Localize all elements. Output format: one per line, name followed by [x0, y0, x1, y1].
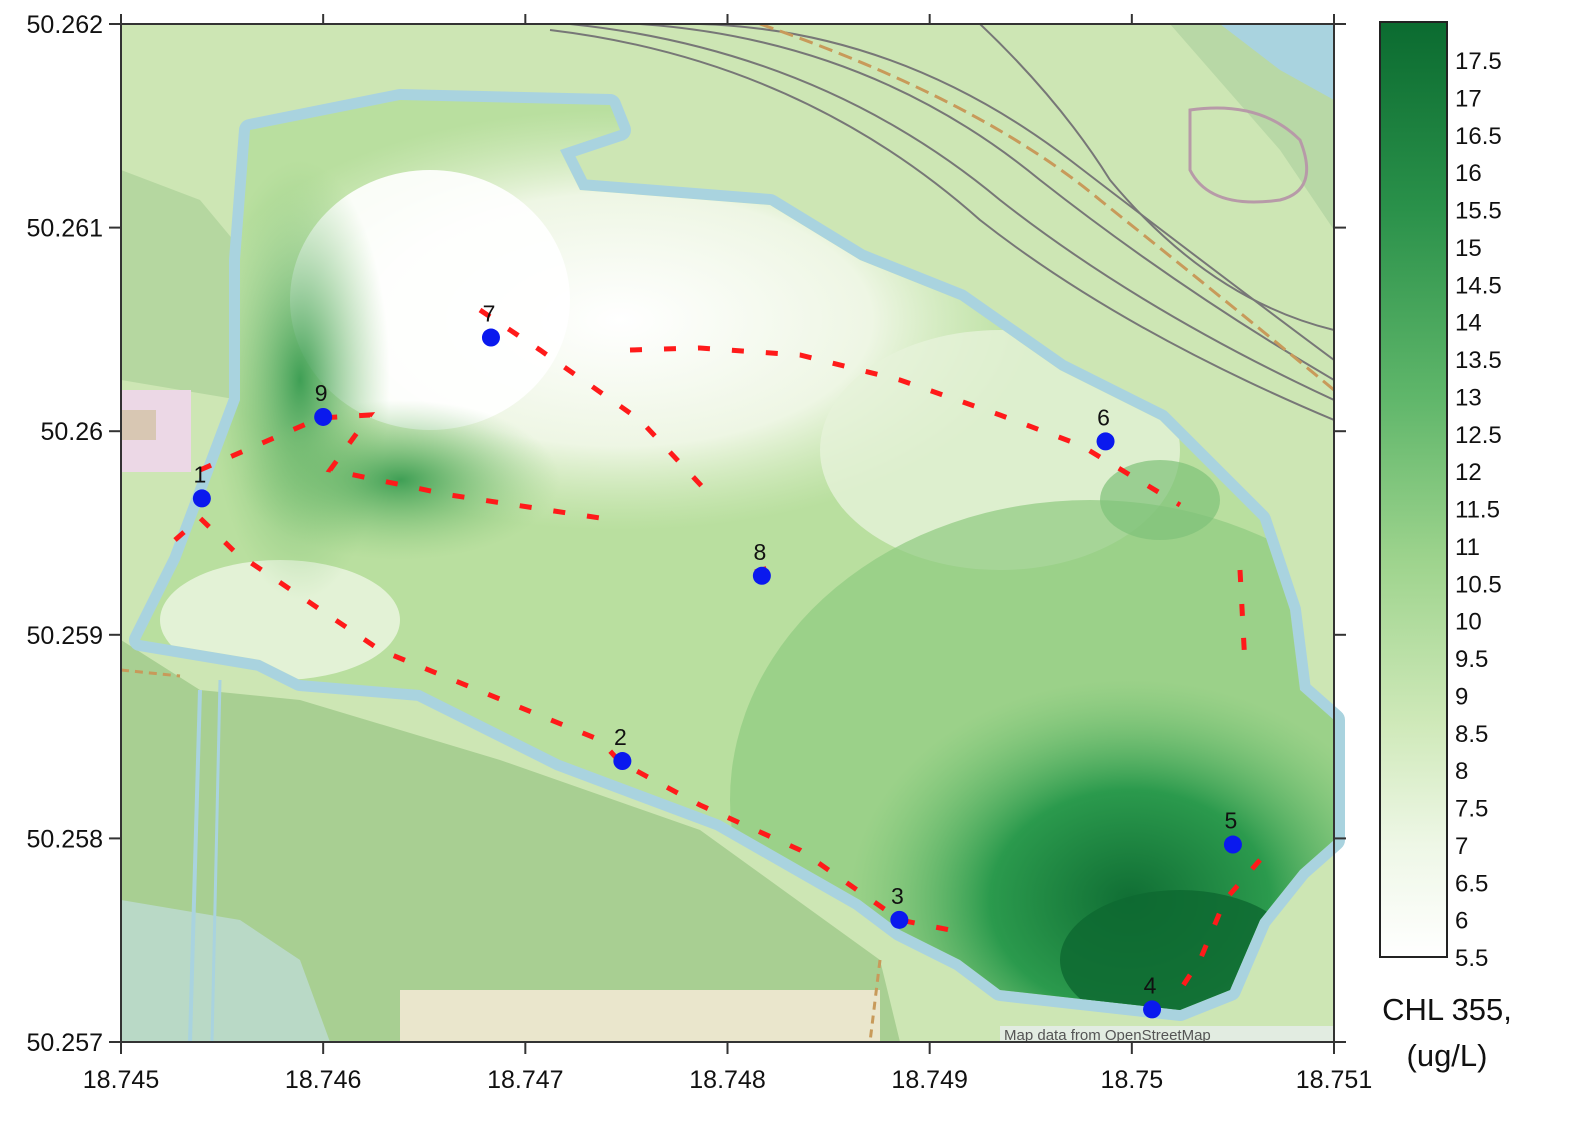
colorbar-label: 11.5 [1455, 497, 1500, 524]
colorbar-label: 13.5 [1455, 347, 1502, 374]
colorbar-label: 17.5 [1455, 48, 1502, 75]
colorbar-label: 12 [1455, 459, 1482, 486]
colorbar-title-line2: (ug/L) [1407, 1038, 1488, 1073]
x-tick-label: 18.745 [83, 1066, 159, 1094]
sampling-point-label-7: 7 [483, 301, 496, 327]
sampling-point-1[interactable] [192, 489, 211, 508]
map-attribution: Map data from OpenStreetMap [1004, 1027, 1211, 1044]
colorbar-label: 16 [1455, 160, 1482, 187]
colorbar-labels: 17.5 17 16.5 16 15.5 15 14.5 14 13.5 13 12.5 12 11.5… [1455, 48, 1502, 972]
colorbar-title-line1: CHL 355, [1382, 992, 1512, 1027]
colorbar-label: 6 [1455, 908, 1468, 935]
sampling-point-label-2: 2 [614, 724, 627, 750]
y-tick-label: 50.258 [27, 825, 103, 853]
x-tick-label: 18.747 [487, 1066, 563, 1094]
y-axis: 50.262 50.261 50.26 50.259 50.258 50.257 [27, 11, 1346, 1057]
railway-lines [549, 24, 1334, 421]
colorbar-label: 5.5 [1455, 945, 1488, 972]
y-tick-label: 50.26 [40, 418, 103, 446]
sampling-point-8[interactable] [752, 566, 771, 585]
colorbar-label: 6.5 [1455, 870, 1488, 897]
x-tick-label: 18.75 [1101, 1066, 1164, 1094]
x-tick-label: 18.748 [689, 1066, 765, 1094]
colorbar-label: 10.5 [1455, 571, 1502, 598]
colorbar-label: 9.5 [1455, 646, 1488, 673]
colorbar-label: 12.5 [1455, 422, 1502, 449]
colorbar: 17.5 17 16.5 16 15.5 15 14.5 14 13.5 13 12.5 12 11.5… [1379, 21, 1512, 1073]
sampling-track [173, 307, 1262, 992]
sampling-point-label-1: 1 [193, 461, 206, 487]
x-tick-label: 18.746 [285, 1066, 361, 1094]
colorbar-label: 8 [1455, 758, 1468, 785]
sampling-point-label-4: 4 [1144, 972, 1157, 998]
colorbar-label: 14 [1455, 310, 1482, 337]
colorbar-label: 13 [1455, 384, 1482, 411]
dashed-road [759, 24, 1334, 392]
sampling-point-label-5: 5 [1225, 808, 1238, 834]
colorbar-label: 15.5 [1455, 198, 1502, 225]
colorbar-label: 7 [1455, 833, 1468, 860]
colorbar-label: 17 [1455, 85, 1482, 112]
sampling-point-label-8: 8 [753, 539, 766, 565]
colorbar-gradient [1379, 21, 1448, 958]
sampling-point-label-9: 9 [315, 380, 328, 406]
colorbar-label: 9 [1455, 683, 1468, 710]
colorbar-label: 10 [1455, 609, 1482, 636]
colorbar-label: 16.5 [1455, 123, 1502, 150]
colorbar-label: 7.5 [1455, 796, 1488, 823]
sampling-points: 1 2 3 4 5 6 7 8 9 [192, 301, 1242, 1019]
y-tick-label: 50.262 [27, 11, 103, 39]
sampling-point-2[interactable] [613, 752, 632, 771]
y-tick-label: 50.259 [27, 622, 103, 650]
colorbar-label: 8.5 [1455, 721, 1488, 748]
y-tick-label: 50.257 [27, 1029, 103, 1057]
sampling-point-5[interactable] [1223, 835, 1242, 854]
sampling-point-label-6: 6 [1097, 404, 1110, 430]
sampling-point-4[interactable] [1143, 1000, 1162, 1019]
sampling-point-3[interactable] [890, 910, 909, 929]
colorbar-label: 11 [1455, 534, 1480, 561]
sampling-point-label-3: 3 [891, 883, 904, 909]
x-tick-label: 18.751 [1296, 1066, 1372, 1094]
sampling-point-6[interactable] [1096, 432, 1115, 451]
colorbar-label: 14.5 [1455, 272, 1502, 299]
sampling-point-7[interactable] [481, 328, 500, 347]
sampling-point-9[interactable] [314, 407, 333, 426]
y-tick-label: 50.261 [27, 215, 103, 243]
x-axis: 18.745 18.746 18.747 18.748 18.749 18.75 18.75… [83, 14, 1372, 1094]
colorbar-label: 15 [1455, 235, 1482, 262]
x-tick-label: 18.749 [891, 1066, 967, 1094]
